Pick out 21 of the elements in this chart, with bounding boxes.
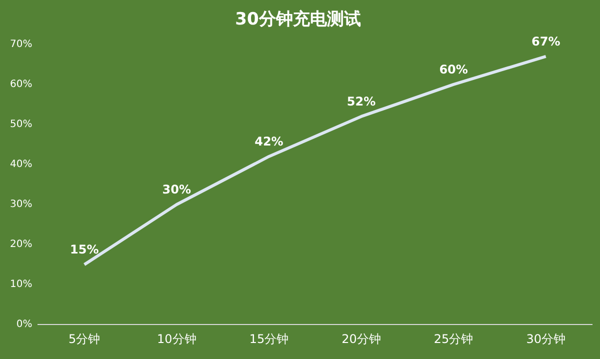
data-label: 67% [531,34,560,49]
y-tick-label: 0% [16,319,32,330]
data-label: 30% [162,182,192,197]
y-tick-label: 40% [10,159,32,170]
data-label: 60% [439,62,468,77]
y-tick-label: 70% [10,38,32,50]
y-tick-label: 10% [10,279,32,290]
y-tick-label: 50% [10,119,32,130]
chart-title: 30分钟充电测试 [235,10,361,30]
x-tick-label: 10分钟 [157,332,196,346]
x-tick-label: 20分钟 [342,332,381,346]
x-tick-label: 25分钟 [434,332,474,346]
data-label: 52% [346,94,376,109]
x-tick-label: 5分钟 [68,332,100,346]
x-tick-label: 30分钟 [526,332,566,346]
y-tick-label: 30% [10,199,32,210]
x-tick-label: 15分钟 [249,332,289,346]
y-tick-label: 20% [10,239,32,250]
y-tick-label: 60% [10,79,32,90]
data-label: 42% [254,134,284,149]
data-label: 15% [70,242,99,257]
